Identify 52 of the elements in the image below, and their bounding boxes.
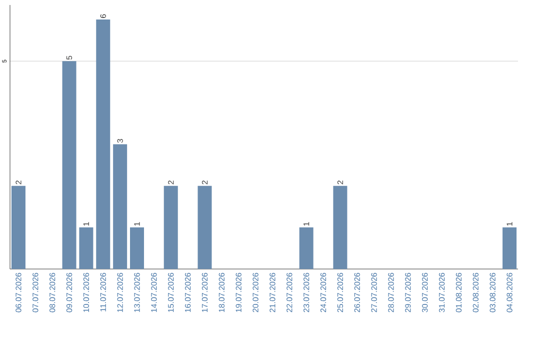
x-tick-label: 28.07.2026 bbox=[388, 272, 394, 312]
bar bbox=[299, 227, 314, 269]
x-tick-label: 23.07.2026 bbox=[304, 272, 310, 312]
bar bbox=[62, 61, 76, 269]
x-tick-label: 08.07.2026 bbox=[50, 272, 56, 312]
x-tick-label: 24.07.2026 bbox=[320, 272, 326, 312]
x-tick-label: 31.07.2026 bbox=[438, 272, 445, 312]
data-label: 2 bbox=[168, 180, 174, 184]
bar bbox=[79, 227, 94, 269]
x-tick-label: 01.08.2026 bbox=[456, 272, 462, 312]
data-label: 5 bbox=[66, 56, 72, 60]
bar bbox=[11, 186, 26, 269]
data-label: 3 bbox=[117, 138, 123, 143]
data-label: 1 bbox=[83, 222, 89, 226]
x-tick-label: 22.07.2026 bbox=[286, 272, 292, 312]
bar bbox=[198, 186, 212, 269]
bar bbox=[333, 186, 348, 269]
bar bbox=[96, 20, 110, 269]
data-label: 1 bbox=[304, 222, 310, 226]
x-tick-label: 30.07.2026 bbox=[422, 272, 428, 312]
x-tick-label: 16.07.2026 bbox=[184, 272, 191, 312]
x-tick-label: 07.07.2026 bbox=[32, 272, 38, 312]
x-tick-label: 10.07.2026 bbox=[83, 272, 90, 312]
data-label: 2 bbox=[202, 180, 208, 184]
x-tick-label: 25.07.2026 bbox=[337, 272, 344, 312]
data-label: 1 bbox=[134, 222, 140, 226]
x-tick-label: 12.07.2026 bbox=[117, 272, 123, 312]
data-label: 6 bbox=[100, 14, 106, 18]
x-tick-label: 13.07.2026 bbox=[134, 272, 140, 312]
x-tick-label: 15.07.2026 bbox=[168, 272, 174, 312]
x-tick-label: 19.07.2026 bbox=[236, 272, 242, 312]
x-tick-label: 17.07.2026 bbox=[202, 272, 208, 312]
x-tick-label: 20.07.2026 bbox=[252, 272, 258, 312]
x-tick-label: 26.07.2026 bbox=[354, 272, 360, 312]
x-tick-label: 11.07.2026 bbox=[100, 272, 106, 312]
x-tick-label: 21.07.2026 bbox=[270, 272, 276, 312]
x-tick-label: 14.07.2026 bbox=[151, 272, 157, 312]
x-tick-label: 29.07.2026 bbox=[405, 272, 411, 312]
bar bbox=[502, 227, 517, 269]
data-label: 1 bbox=[506, 222, 512, 226]
data-label: 2 bbox=[16, 180, 22, 184]
x-tick-label: 06.07.2026 bbox=[16, 272, 22, 312]
x-tick-label: 09.07.2026 bbox=[66, 272, 72, 312]
x-tick-label: 18.07.2026 bbox=[218, 272, 224, 312]
x-tick-label: 02.08.2026 bbox=[472, 272, 479, 312]
data-label: 2 bbox=[337, 180, 343, 184]
bar bbox=[113, 144, 128, 269]
x-tick-label: 03.08.2026 bbox=[490, 272, 496, 312]
bar bbox=[164, 186, 178, 269]
x-tick-label: 04.08.2026 bbox=[506, 272, 512, 312]
x-tick-label: 27.07.2026 bbox=[371, 272, 377, 312]
bar bbox=[130, 227, 144, 269]
